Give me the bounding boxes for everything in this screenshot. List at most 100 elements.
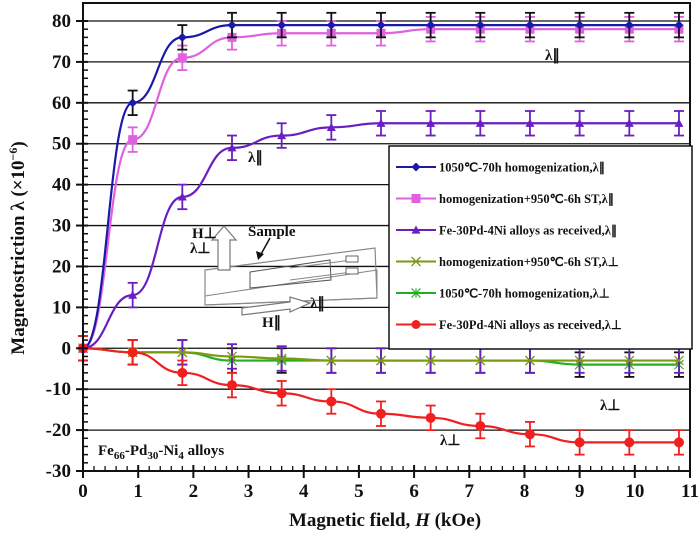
y-tick-label: 20 xyxy=(52,256,71,277)
inset-lambda-par-label: λ∥ xyxy=(310,296,325,312)
diamond-marker-icon xyxy=(326,20,336,30)
x-tick-label: 11 xyxy=(681,481,699,502)
square-marker-icon xyxy=(177,53,187,63)
circle-marker-icon xyxy=(574,437,585,448)
triangle-marker-icon xyxy=(525,118,535,127)
x-marker-icon xyxy=(425,355,436,366)
x-tick-label: 2 xyxy=(189,481,199,502)
legend-label: Fe-30Pd-4Ni alloys as received,λ⊥ xyxy=(439,318,622,332)
triangle-marker-icon xyxy=(674,118,684,127)
triangle-marker-icon xyxy=(575,118,585,127)
circle-marker-icon xyxy=(276,388,287,399)
diamond-marker-icon xyxy=(128,98,138,108)
diamond-marker-icon xyxy=(227,20,237,30)
square-marker-icon xyxy=(128,135,138,145)
sample-inset-diagram: Sample H⊥ λ⊥ λ∥ H∥ xyxy=(190,224,378,331)
circle-marker-icon xyxy=(326,396,337,407)
y-tick-label: 10 xyxy=(52,297,71,318)
diamond-marker-icon xyxy=(575,20,585,30)
x-marker-icon xyxy=(475,355,486,366)
series-2 xyxy=(78,110,684,362)
legend-item: homogenization+950℃-6h ST,λ∥ xyxy=(396,192,614,207)
x-axis-title: Magnetic field, H (kOe) xyxy=(289,510,481,531)
annotation-lambda-par-top: λ∥ xyxy=(545,48,560,64)
diamond-marker-icon xyxy=(376,20,386,30)
x-tick-label: 10 xyxy=(625,481,644,502)
triangle-marker-icon xyxy=(227,143,237,152)
triangle-marker-icon xyxy=(277,131,287,140)
triangle-marker-icon xyxy=(475,118,485,127)
diamond-marker-icon xyxy=(624,20,634,30)
x-marker-icon xyxy=(525,355,535,366)
x-tick-label: 0 xyxy=(78,481,88,502)
asterisk-marker-icon xyxy=(411,288,421,298)
x-marker-icon xyxy=(177,347,188,358)
y-tick-label: 30 xyxy=(52,216,71,237)
legend-item: 1050℃-70h homogenization,λ∥ xyxy=(396,161,605,176)
annotation-lambda-perp-right: λ⊥ xyxy=(600,398,620,414)
circle-marker-icon xyxy=(425,412,436,423)
legend-item: Fe-30Pd-4Ni alloys as received,λ⊥ xyxy=(396,318,622,332)
x-marker-icon xyxy=(276,353,287,364)
y-tick-label: 40 xyxy=(52,175,71,196)
circle-marker-icon xyxy=(673,437,684,448)
diamond-marker-icon xyxy=(674,20,684,30)
legend: 1050℃-70h homogenization,λ∥ homogenizatio… xyxy=(388,145,693,350)
series-line xyxy=(82,23,679,350)
y-tick-label: 80 xyxy=(52,11,71,32)
circle-marker-icon xyxy=(177,367,188,378)
circle-marker-icon xyxy=(411,320,421,329)
x-tick-label: 3 xyxy=(244,481,254,502)
x-tick-label: 8 xyxy=(520,481,530,502)
triangle-marker-icon xyxy=(376,118,386,127)
series-5 xyxy=(78,335,684,456)
diamond-marker-icon xyxy=(426,20,436,30)
legend-label: 1050℃-70h homogenization,λ⊥ xyxy=(439,287,610,301)
x-marker-icon xyxy=(674,355,684,366)
x-marker-icon xyxy=(326,355,337,366)
triangle-marker-icon xyxy=(177,192,187,201)
y-tick-label: 0 xyxy=(62,338,72,359)
diamond-marker-icon xyxy=(411,162,421,172)
x-marker-icon xyxy=(227,351,237,362)
y-tick-label: -10 xyxy=(46,379,71,400)
legend-item: 1050℃-70h homogenization,λ⊥ xyxy=(396,287,610,301)
series-line xyxy=(82,28,679,350)
y-tick-label: 70 xyxy=(52,52,71,73)
series-line xyxy=(82,122,679,350)
circle-marker-icon xyxy=(226,380,237,391)
inset-h-perp-label: H⊥ xyxy=(192,226,217,242)
legend-label: 1050℃-70h homogenization,λ∥ xyxy=(439,161,605,176)
circle-marker-icon xyxy=(127,347,138,358)
x-tick-label: 5 xyxy=(354,481,364,502)
legend-label: homogenization+950℃-6h ST,λ⊥ xyxy=(439,255,619,269)
triangle-marker-icon xyxy=(426,118,436,127)
annotation-lambda-par-mid: λ∥ xyxy=(248,150,263,166)
inset-h-par-label: H∥ xyxy=(262,315,281,331)
circle-marker-icon xyxy=(624,437,635,448)
axes: -30 -20 -10 0 10 20 30 40 50 60 70 80 0 1 2 3 4 5 6 7 8 9 10 11 xyxy=(46,2,699,502)
diamond-marker-icon xyxy=(525,20,535,30)
legend-label: Fe-30Pd-4Ni alloys as received,λ∥ xyxy=(439,224,617,239)
diamond-marker-icon xyxy=(277,20,287,30)
x-marker-icon xyxy=(411,256,421,267)
legend-item: Fe-30Pd-4Ni alloys as received,λ∥ xyxy=(396,224,617,239)
series-0 xyxy=(78,11,684,362)
x-tick-label: 1 xyxy=(133,481,143,502)
triangle-marker-icon xyxy=(624,118,634,127)
x-tick-label: 4 xyxy=(299,481,309,502)
y-tick-label: 60 xyxy=(52,93,71,114)
inset-lambda-perp-label: λ⊥ xyxy=(190,241,210,257)
triangle-marker-icon xyxy=(411,225,421,234)
x-marker-icon xyxy=(574,355,585,366)
x-marker-icon xyxy=(376,355,386,366)
legend-label: homogenization+950℃-6h ST,λ∥ xyxy=(439,192,614,207)
legend-item: homogenization+950℃-6h ST,λ⊥ xyxy=(396,255,619,269)
y-tick-label: -20 xyxy=(46,420,71,441)
diamond-marker-icon xyxy=(177,32,187,42)
x-tick-label: 9 xyxy=(575,481,585,502)
x-tick-label: 6 xyxy=(409,481,419,502)
y-tick-label: 50 xyxy=(52,134,71,155)
diamond-marker-icon xyxy=(475,20,485,30)
